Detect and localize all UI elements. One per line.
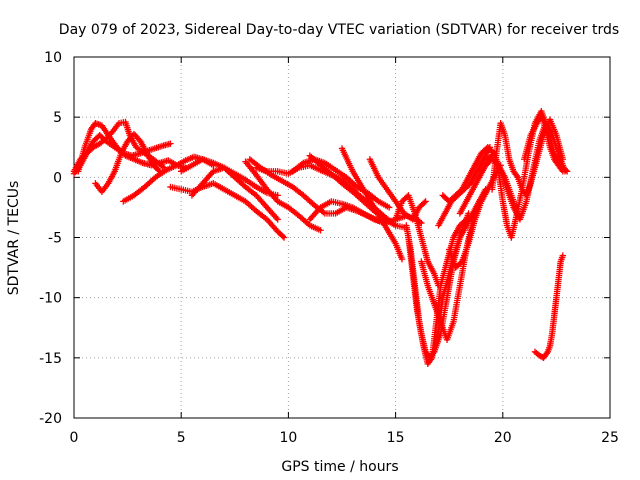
tick-label-layer: 0 5 10 15 20 25 -20 -15 -10 -5 0 5 10 <box>39 50 619 446</box>
y-tick-label: -20 <box>39 411 62 427</box>
y-tick-label: 10 <box>44 50 62 66</box>
data-point <box>421 199 428 206</box>
chart-title: Day 079 of 2023, Sidereal Day-to-day VTE… <box>59 22 619 38</box>
data-point <box>279 233 287 240</box>
data-point <box>392 222 399 229</box>
x-tick-label: 5 <box>177 430 186 446</box>
axis-layer <box>73 56 611 419</box>
series-pass-6 <box>167 180 288 241</box>
series-pass-29 <box>521 111 567 175</box>
data-point <box>559 156 567 163</box>
x-tick-label: 15 <box>387 430 405 446</box>
series-pass-3 <box>70 132 174 177</box>
data-point <box>167 140 174 147</box>
data-point <box>280 234 288 241</box>
data-point <box>457 259 464 266</box>
data-point <box>385 204 393 211</box>
x-tick-label: 0 <box>70 430 79 446</box>
data-point <box>317 227 324 234</box>
series-pass-11 <box>242 158 324 234</box>
y-tick-label: 0 <box>53 170 62 186</box>
x-axis-label: GPS time / hours <box>281 459 398 475</box>
series-layer <box>70 107 571 368</box>
data-point <box>274 216 281 223</box>
data-point <box>559 252 567 259</box>
x-tick-label: 10 <box>279 430 297 446</box>
x-tick-label: 25 <box>601 430 619 446</box>
y-tick-label: 5 <box>53 110 62 126</box>
y-axis-label: SDTVAR / TECUs <box>6 181 22 296</box>
series-pass-23 <box>439 144 498 205</box>
series-pass-15 <box>338 145 406 263</box>
data-point <box>422 198 429 205</box>
y-tick-label: -10 <box>39 291 62 307</box>
y-tick-label: -15 <box>39 351 62 367</box>
data-point <box>398 255 406 263</box>
y-tick-label: -5 <box>48 231 62 247</box>
data-point <box>559 168 567 175</box>
series-pass-28 <box>488 116 567 199</box>
x-tick-label: 20 <box>494 430 512 446</box>
series-pass-30 <box>531 252 567 362</box>
